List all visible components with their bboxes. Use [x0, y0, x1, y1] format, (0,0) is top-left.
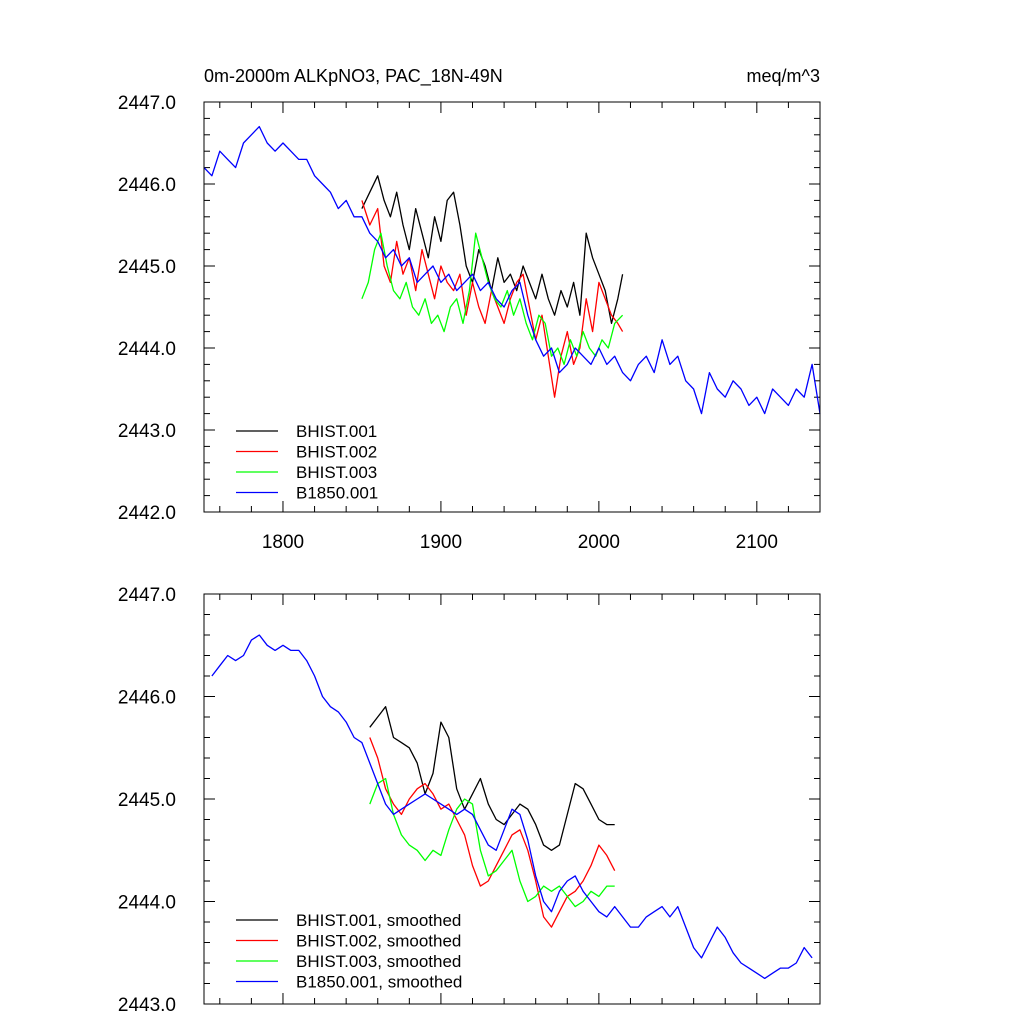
legend-label: B1850.001, smoothed	[296, 973, 462, 992]
y-tick-label: 2445.0	[118, 790, 176, 811]
y-tick-label: 2444.0	[118, 339, 176, 360]
top-series-lines	[203, 125, 821, 415]
series-line-bhist-002-smoothed	[369, 737, 616, 928]
y-tick-label: 2447.0	[118, 93, 176, 114]
bottom-y-tick-labels: 2443.0 2444.0 2445.0 2446.0 2447.0	[118, 585, 176, 1016]
x-tick-label: 1800	[262, 532, 304, 553]
y-tick-label: 2443.0	[118, 995, 176, 1016]
bottom-legend: BHIST.001, smoothed BHIST.002, smoothedBH…	[236, 911, 462, 992]
x-tick-label: 2100	[736, 532, 778, 553]
y-tick-label: 2447.0	[118, 585, 176, 606]
chart-title: 0m-2000m ALKpNO3, PAC_18N-49N	[204, 66, 503, 87]
x-tick-label: 1900	[420, 532, 462, 553]
y-tick-label: 2446.0	[118, 175, 176, 196]
y-tick-label: 2446.0	[118, 688, 176, 709]
top-y-tick-labels: 2442.0 2443.0 2444.0 2445.0 2446.0 2447.0	[118, 93, 176, 524]
top-panel: 0m-2000m ALKpNO3, PAC_18N-49N meq/m^3 24…	[118, 66, 821, 553]
legend-label: B1850.001	[296, 484, 378, 503]
legend-label: BHIST.003, smoothed	[296, 952, 461, 971]
x-tick-label: 2000	[578, 532, 620, 553]
bottom-series-lines	[211, 634, 813, 980]
series-line-bhist-003-smoothed	[369, 777, 615, 908]
legend-label: BHIST.002	[296, 443, 377, 462]
top-axis-ticks	[204, 101, 821, 513]
series-line-bhist-001	[361, 175, 624, 325]
y-tick-label: 2443.0	[118, 421, 176, 442]
legend-label: BHIST.003	[296, 463, 377, 482]
series-line-b1850-001-smoothed	[211, 634, 813, 980]
y-tick-label: 2445.0	[118, 257, 176, 278]
y-tick-label: 2442.0	[118, 503, 176, 524]
series-line-b1850-001	[203, 125, 821, 415]
legend-label: BHIST.002, smoothed	[296, 932, 461, 951]
legend-label: BHIST.001	[296, 422, 377, 441]
top-x-tick-labels: 1800 1900 2000 2100	[262, 532, 778, 553]
bottom-panel: 2443.0 2444.0 2445.0 2446.0 2447.0 BHIST.001…	[118, 585, 821, 1016]
series-line-bhist-001-smoothed	[369, 706, 615, 851]
bottom-plot-frame	[203, 593, 821, 1005]
units-label: meq/m^3	[747, 66, 820, 86]
series-line-bhist-002	[361, 200, 624, 398]
legend-label: BHIST.001, smoothed	[296, 911, 461, 930]
series-line-bhist-003	[361, 232, 624, 366]
y-tick-label: 2444.0	[118, 893, 176, 914]
top-plot-frame	[203, 101, 821, 513]
